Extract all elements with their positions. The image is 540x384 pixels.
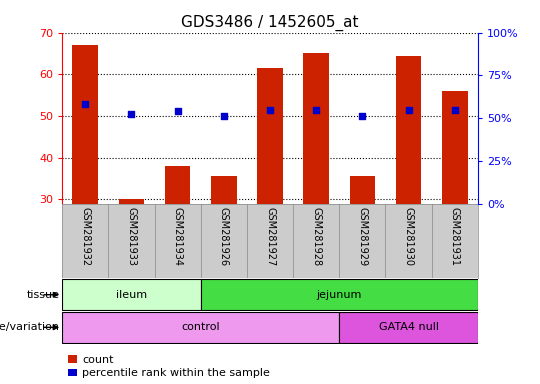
Point [404, 106, 413, 113]
Text: ileum: ileum [116, 290, 147, 300]
Point [81, 101, 90, 107]
Text: GSM281934: GSM281934 [173, 207, 183, 266]
Point [358, 113, 367, 119]
Bar [201, 279, 478, 310]
Point [312, 106, 321, 113]
Bar [257, 68, 283, 204]
Bar [211, 176, 237, 204]
Bar [396, 56, 421, 204]
Text: control: control [181, 322, 220, 333]
Text: GSM281928: GSM281928 [311, 207, 321, 266]
Bar [62, 312, 339, 343]
Text: GATA4 null: GATA4 null [379, 322, 438, 333]
Legend: count, percentile rank within the sample: count, percentile rank within the sample [68, 355, 270, 379]
Text: GSM281927: GSM281927 [265, 207, 275, 266]
Point [450, 107, 459, 113]
Point [173, 108, 182, 114]
Bar [303, 53, 329, 204]
Bar [72, 45, 98, 204]
Text: genotype/variation: genotype/variation [0, 322, 59, 333]
Text: GSM281932: GSM281932 [80, 207, 90, 266]
Text: GSM281933: GSM281933 [126, 207, 137, 266]
Point [127, 111, 136, 117]
Bar [350, 176, 375, 204]
Bar [442, 91, 468, 204]
Point [266, 106, 274, 113]
Text: tissue: tissue [26, 290, 59, 300]
Text: GSM281931: GSM281931 [450, 207, 460, 266]
Text: GSM281926: GSM281926 [219, 207, 229, 266]
Bar [62, 279, 201, 310]
Text: GSM281930: GSM281930 [403, 207, 414, 266]
Bar [165, 166, 190, 204]
Text: jejunum: jejunum [316, 290, 362, 300]
Title: GDS3486 / 1452605_at: GDS3486 / 1452605_at [181, 15, 359, 31]
Point [219, 113, 228, 119]
Text: GSM281929: GSM281929 [357, 207, 367, 266]
Bar [119, 199, 144, 204]
Bar [339, 312, 478, 343]
